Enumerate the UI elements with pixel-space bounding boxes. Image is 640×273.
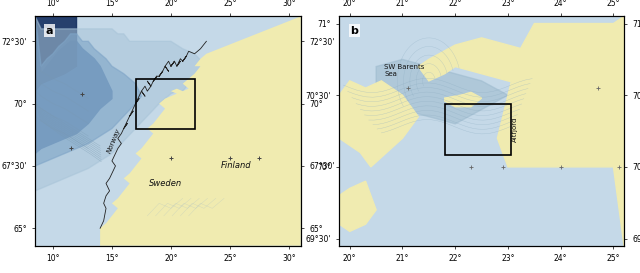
Text: Norway: Norway — [106, 127, 122, 155]
Polygon shape — [339, 181, 376, 232]
Bar — [445, 104, 511, 155]
Text: Finland: Finland — [221, 161, 251, 170]
Text: a: a — [46, 26, 53, 35]
Polygon shape — [35, 16, 206, 191]
Text: SW Barents
Sea: SW Barents Sea — [384, 64, 424, 77]
Polygon shape — [445, 92, 481, 107]
Polygon shape — [339, 81, 419, 167]
Polygon shape — [35, 16, 112, 153]
Polygon shape — [35, 16, 141, 166]
Polygon shape — [419, 38, 550, 88]
Text: b: b — [351, 26, 358, 35]
Text: Sweden: Sweden — [148, 179, 182, 188]
Polygon shape — [35, 16, 77, 91]
Bar — [136, 79, 195, 129]
Polygon shape — [497, 16, 624, 246]
Text: Altfjord: Altfjord — [512, 117, 518, 142]
Polygon shape — [376, 60, 508, 124]
Polygon shape — [100, 16, 301, 246]
